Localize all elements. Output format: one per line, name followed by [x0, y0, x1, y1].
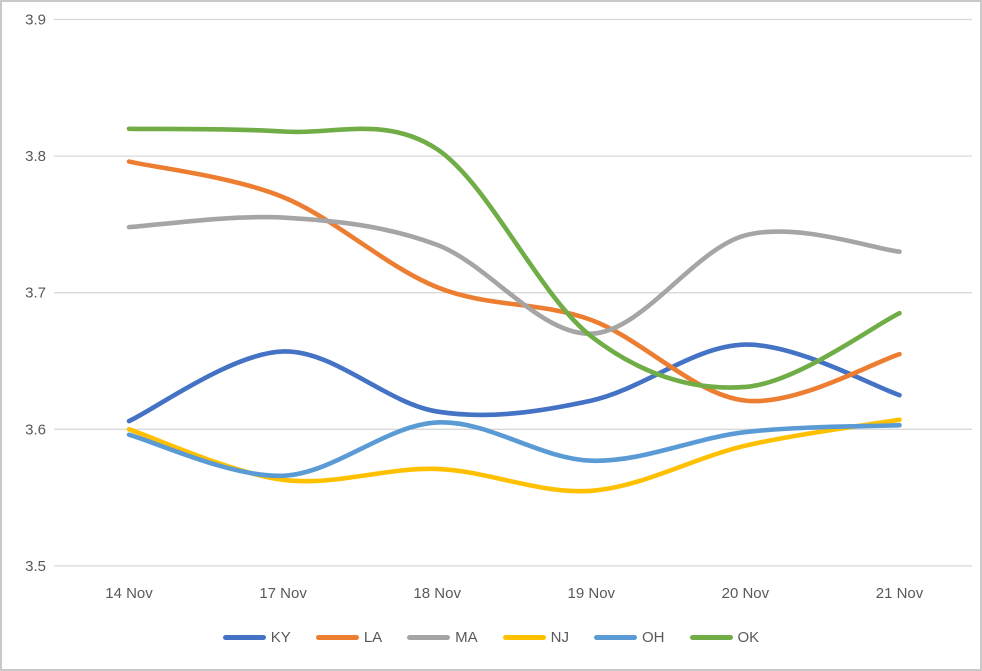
series-line-ky [126, 342, 902, 424]
series-line-oh [126, 420, 902, 479]
legend-label-ky: KY [270, 629, 291, 646]
x-axis-label: 18 Nov [413, 585, 461, 602]
series-line-ma [126, 214, 902, 336]
series-line-la [126, 159, 902, 404]
legend-label-ma: MA [455, 629, 478, 646]
legend-label-oh: OH [642, 629, 665, 646]
legend: KY LA MA NJ OH OK [2, 630, 980, 645]
y-axis-label: 3.5 [25, 558, 46, 575]
y-axis-label: 3.6 [25, 421, 46, 438]
x-axis-label: 14 Nov [105, 585, 153, 602]
x-axis-label: 17 Nov [259, 585, 307, 602]
legend-swatch-oh [594, 635, 638, 640]
legend-label-la: LA [363, 629, 383, 646]
y-axis-label: 3.7 [25, 285, 46, 302]
legend-item-ma: MA [407, 630, 478, 645]
legend-swatch-ok [689, 635, 733, 640]
legend-item-oh: OH [594, 630, 665, 645]
y-axis-label: 3.9 [25, 12, 46, 29]
x-axis-label: 21 Nov [876, 585, 924, 602]
legend-item-ok: OK [689, 629, 760, 646]
x-axis-label: 20 Nov [722, 585, 770, 602]
x-axis-label: 19 Nov [568, 585, 616, 602]
legend-swatch-ky [222, 635, 266, 640]
legend-item-nj: NJ [502, 629, 570, 646]
y-axis-label: 3.8 [25, 148, 46, 165]
legend-item-ky: KY [222, 629, 291, 646]
legend-swatch-nj [502, 635, 546, 640]
legend-swatch-ma [407, 635, 451, 640]
legend-swatch-la [315, 635, 359, 640]
legend-item-la: LA [315, 629, 383, 646]
legend-label-ok: OK [737, 629, 760, 646]
series-line-ok [126, 126, 902, 390]
legend-label-nj: NJ [550, 629, 570, 646]
